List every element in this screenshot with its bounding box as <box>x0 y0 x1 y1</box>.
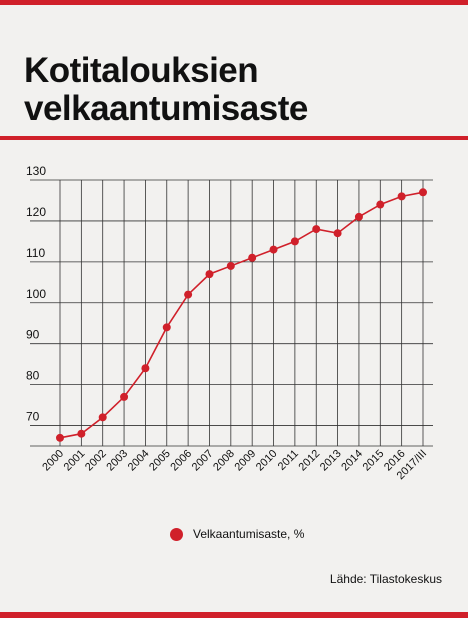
data-point <box>290 237 299 246</box>
top-accent-bar <box>0 0 468 5</box>
title-line-1: Kotitalouksien <box>24 51 259 90</box>
data-point <box>248 253 257 262</box>
bottom-accent-bar <box>0 612 468 618</box>
y-tick-label: 130 <box>26 164 46 178</box>
data-point <box>162 323 171 332</box>
data-point <box>184 290 193 299</box>
x-tick-label: 2010 <box>254 448 280 474</box>
legend-marker <box>170 527 183 541</box>
x-tick-label: 2004 <box>126 448 152 474</box>
data-point <box>98 413 107 422</box>
x-tick-label: 2005 <box>147 448 173 474</box>
data-point <box>269 245 278 254</box>
y-tick-label: 100 <box>26 287 46 301</box>
data-point <box>376 200 385 209</box>
x-tick-label: 2014 <box>339 448 365 474</box>
x-tick-label: 2000 <box>40 448 66 474</box>
x-tick-label: 2013 <box>318 448 344 474</box>
x-tick-label: 2001 <box>62 448 88 474</box>
data-point <box>226 261 235 270</box>
series-line <box>59 191 424 439</box>
x-tick-label: 2011 <box>276 448 301 473</box>
legend: Velkaantumisaste, % <box>170 524 304 544</box>
x-tick-label: 2003 <box>104 448 130 474</box>
y-tick-label: 120 <box>26 205 46 219</box>
x-tick-label: 2006 <box>168 448 194 474</box>
legend-label: Velkaantumisaste, % <box>193 527 305 541</box>
y-tick-label: 110 <box>26 246 45 260</box>
x-tick-label: 2012 <box>297 448 323 474</box>
y-tick-label: 90 <box>26 328 40 342</box>
data-point <box>333 229 342 238</box>
x-tick-label: 2002 <box>83 448 109 474</box>
y-tick-label: 70 <box>26 410 40 424</box>
source-note: Lähde: Tilastokeskus <box>329 572 442 586</box>
x-tick-label: 2015 <box>361 448 387 474</box>
data-point <box>77 429 86 438</box>
data-point <box>56 433 64 442</box>
data-point <box>397 192 406 201</box>
data-point <box>354 212 363 221</box>
data-point <box>419 188 427 197</box>
x-tick-label: 2009 <box>232 448 258 474</box>
data-point <box>312 225 321 234</box>
data-point <box>205 270 214 279</box>
x-tick-label: 2007 <box>190 448 216 474</box>
title-divider <box>0 136 468 140</box>
line-chart: 7080901001101201302000200120022003200420… <box>26 164 433 482</box>
chart-title: Kotitalouksien velkaantumisaste <box>24 52 444 128</box>
data-point <box>141 364 150 373</box>
y-tick-label: 80 <box>26 369 40 383</box>
x-tick-label: 2008 <box>211 448 237 474</box>
data-point <box>120 392 129 401</box>
title-line-2: velkaantumisaste <box>24 89 308 128</box>
